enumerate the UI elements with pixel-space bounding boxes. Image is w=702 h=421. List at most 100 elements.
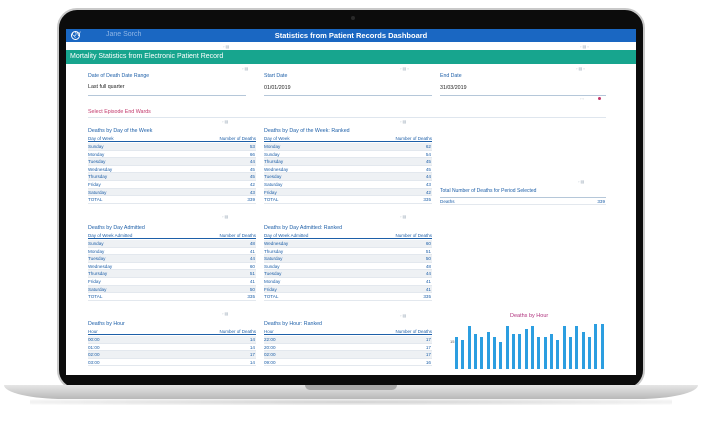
chart-bar[interactable] [512,334,515,369]
date-range-value[interactable]: Last full quarter [88,84,125,90]
table-row[interactable]: Friday 41 [88,278,256,286]
table-row[interactable]: Sunday 54 [264,151,432,159]
column-header[interactable]: Hour [88,329,98,334]
column-header[interactable]: Number of Deaths [395,233,432,238]
chart-bar[interactable] [588,337,591,369]
table-tools-icon[interactable]: ◦ ▤ [400,214,407,219]
chart-bar[interactable] [525,329,528,369]
table-row[interactable]: Wednesday 45 [88,166,256,174]
column-header[interactable]: Number of Deaths [395,329,432,334]
chart-bar[interactable] [480,337,483,369]
column-header[interactable]: Number of Deaths [219,329,256,334]
chart-bar[interactable] [468,326,471,369]
table-row[interactable]: Tuesday 44 [88,255,256,263]
column-header[interactable]: Day of Week [88,136,114,141]
chart-bar[interactable] [563,326,566,369]
table-row[interactable]: Wednesday 60 [88,263,256,271]
column-header[interactable]: Number of Deaths [219,136,256,141]
table-row[interactable]: Thursday 51 [264,248,432,256]
table-row[interactable]: 03:00 14 [88,359,256,367]
table-row[interactable]: Tuesday 44 [264,173,432,181]
table-tools-icon[interactable]: ◦ ▤ [400,119,407,124]
chart-bar[interactable] [594,324,597,369]
table-tools-icon[interactable]: ◦ ▤ [222,311,229,316]
row-day: Wednesday [264,241,289,246]
table-row[interactable]: Sunday 53 [88,143,256,151]
listbox-tools-icon[interactable]: ◦ ▤ [242,66,249,71]
chart-bar[interactable] [518,334,521,369]
table-row[interactable]: Tuesday 44 [88,158,256,166]
table-row[interactable]: Thursday 45 [264,158,432,166]
selection-tools-icon[interactable]: ◦ ▫ [580,96,584,101]
header-tools-icon[interactable]: ◦ ▤ [223,44,230,49]
table-row[interactable]: Friday 42 [88,181,256,189]
chart-bar[interactable] [493,337,496,369]
table-row[interactable]: 02:00 17 [264,351,432,359]
table-row[interactable]: 22:00 17 [264,336,432,344]
table-row[interactable]: Wednesday 45 [264,166,432,174]
chart-bar[interactable] [582,332,585,369]
table-row[interactable]: Monday 66 [88,151,256,159]
end-date-value[interactable]: 31/03/2019 [440,85,467,91]
table-tools-icon[interactable]: ◦ ▤ [578,179,585,184]
listbox-tools-icon[interactable]: ◦ ▤ ▫ [576,66,585,71]
table-row[interactable]: 09:00 16 [264,359,432,367]
table-row[interactable]: Monday 62 [264,143,432,151]
table-row[interactable]: Saturday 50 [88,285,256,294]
chart-bar[interactable] [474,334,477,369]
row-count: 45 [425,166,431,172]
chart-bar[interactable] [569,337,572,369]
chart-bar[interactable] [506,326,509,369]
table-row[interactable]: Monday 41 [88,248,256,256]
table-total-row[interactable]: TOTAL 335 [264,293,432,301]
chart-bar[interactable] [550,334,553,369]
column-header[interactable]: Day of Week Admitted [264,233,309,238]
table-tools-icon[interactable]: ◦ ▤ [400,313,407,318]
table-row[interactable]: 01:00 14 [88,344,256,352]
header-tools-icon[interactable]: ◦ ▤ ▫ [580,44,589,49]
chart-bar[interactable] [487,332,490,369]
table-row[interactable]: Saturday 43 [88,188,256,197]
table-row[interactable]: Saturday 50 [264,255,432,263]
chart-bar[interactable] [556,340,559,369]
table-row[interactable]: Sunday 48 [264,263,432,271]
table-total-row[interactable]: TOTAL 335 [264,196,432,204]
clear-selection-icon[interactable] [598,97,601,100]
chart-bar[interactable] [537,337,540,369]
table-row[interactable]: Friday 41 [264,285,432,294]
table-total-row[interactable]: TOTAL 335 [88,293,256,301]
table-row[interactable]: Friday 42 [264,188,432,197]
chart-bar[interactable] [575,326,578,369]
chart-bar[interactable] [461,340,464,369]
table-row[interactable]: Monday 41 [264,278,432,286]
table-tools-icon[interactable]: ◦ ▤ [222,119,229,124]
user-name[interactable]: Jane Sorch [106,31,142,38]
deaths-by-hour-chart[interactable] [454,321,606,369]
table-row[interactable]: Thursday 51 [88,270,256,278]
column-header[interactable]: Number of Deaths [395,136,432,141]
chart-bar[interactable] [499,342,502,369]
chart-bar[interactable] [531,326,534,369]
table-row[interactable]: Thursday 45 [88,173,256,181]
table-row[interactable]: 20:00 17 [264,344,432,352]
column-header[interactable]: Day of Week [264,136,290,141]
start-date-value[interactable]: 01/01/2019 [264,85,291,91]
column-header[interactable]: Day of Week Admitted [88,233,133,238]
chart-bar[interactable] [544,337,547,369]
column-header[interactable]: Hour [264,329,274,334]
episode-wards-label[interactable]: Select Episode End Wards [88,109,151,115]
listbox-tools-icon[interactable]: ◦ ▤ ▫ [400,66,409,71]
table-row[interactable]: Deaths 339 [440,197,606,205]
chart-bar[interactable] [601,324,604,369]
table-row[interactable]: Tuesday 44 [264,270,432,278]
chart-bar[interactable] [455,337,458,369]
table-total-row[interactable]: TOTAL 339 [88,196,256,204]
app-logo-icon[interactable]: QV [71,31,81,40]
table-row[interactable]: Sunday 48 [88,240,256,248]
column-header[interactable]: Number of Deaths [219,233,256,238]
table-row[interactable]: Wednesday 60 [264,240,432,248]
table-row[interactable]: Saturday 43 [264,181,432,189]
table-row[interactable]: 00:00 14 [88,336,256,344]
table-tools-icon[interactable]: ◦ ▤ [222,214,229,219]
table-row[interactable]: 02:00 17 [88,351,256,359]
